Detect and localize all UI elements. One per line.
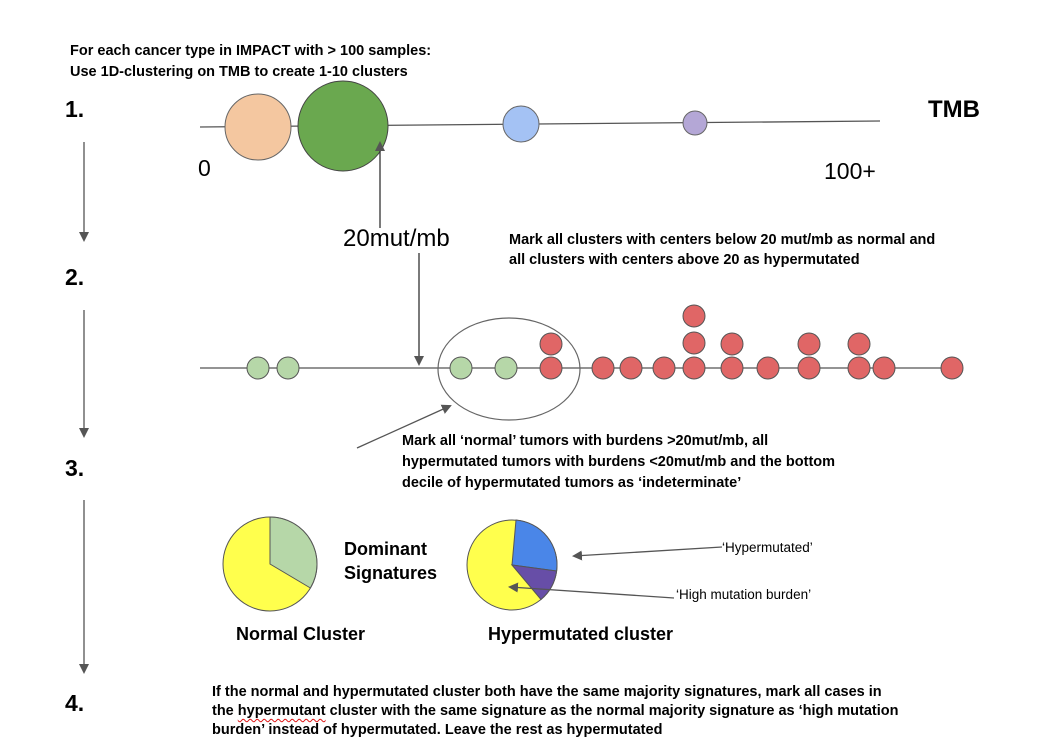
step-3-note-line-3: decile of hypermutated tumors as ‘indete… bbox=[402, 475, 742, 491]
hyper-cluster-title: Hypermutated cluster bbox=[488, 624, 674, 644]
normal-tumor-dot bbox=[246, 356, 270, 380]
normal-tumor-dot bbox=[449, 356, 473, 380]
step-3-note: Mark all ‘normal’ tumors with burdens >2… bbox=[402, 431, 835, 494]
hyper-tumor-dot bbox=[797, 332, 821, 356]
dominant-signatures-label: Dominant Signatures bbox=[344, 537, 437, 585]
normal-cluster-title: Normal Cluster bbox=[236, 624, 366, 644]
callout-arrow-high-burden bbox=[508, 582, 675, 599]
pie-purple-slice bbox=[510, 564, 558, 601]
cluster-green bbox=[297, 80, 389, 172]
hyper-tumor-dot bbox=[847, 356, 871, 380]
step-4-label: 4. bbox=[65, 690, 85, 716]
cluster-purple bbox=[682, 110, 708, 136]
normal-tumor-dot bbox=[494, 356, 518, 380]
hyper-tumor-dot bbox=[539, 356, 563, 380]
tmb-axis-label: TMB bbox=[928, 96, 980, 123]
step-3-label: 3. bbox=[65, 455, 85, 481]
dominant-signatures-line-2: Signatures bbox=[344, 563, 438, 583]
hyper-tumor-dot bbox=[756, 356, 780, 380]
indeterminate-pointer bbox=[356, 404, 452, 449]
step-4-note-line-2-pre: the bbox=[212, 703, 238, 719]
axis-min-label: 0 bbox=[198, 155, 211, 181]
hyper-tumor-dot bbox=[652, 356, 676, 380]
callout-hypermutated: ‘Hypermutated’ bbox=[722, 540, 813, 555]
spellcheck-word: hypermutant bbox=[237, 703, 326, 719]
callout-arrow-hypermutated bbox=[572, 546, 723, 561]
step-4-note-line-2: the hypermutant cluster with the same si… bbox=[212, 702, 899, 721]
hyper-tumor-dot bbox=[591, 356, 615, 380]
hyper-tumor-dot bbox=[539, 332, 563, 356]
normal-tumor-dot bbox=[276, 356, 300, 380]
hyper-tumor-dot bbox=[619, 356, 643, 380]
step-2-label: 2. bbox=[65, 264, 85, 290]
pie-green-slice bbox=[269, 516, 318, 589]
step-2-note: Mark all clusters with centers below 20 … bbox=[509, 230, 935, 270]
hyper-tumor-dot bbox=[682, 304, 706, 328]
step-4-note-line-1: If the normal and hypermutated cluster b… bbox=[212, 684, 882, 700]
intro-text: For each cancer type in IMPACT with > 10… bbox=[70, 41, 431, 83]
step-3-note-line-2: hypermutated tumors with burdens <20mut/… bbox=[402, 454, 836, 470]
threshold-label: 20mut/mb bbox=[343, 225, 450, 252]
step-4-note: If the normal and hypermutated cluster b… bbox=[212, 683, 899, 740]
hyper-tumor-dot bbox=[682, 331, 706, 355]
hyper-tumor-dot bbox=[720, 356, 744, 380]
step-2-note-line-2: all clusters with centers above 20 as hy… bbox=[509, 252, 860, 268]
hyper-tumor-dot bbox=[797, 356, 821, 380]
step-4-note-line-2-post: cluster with the same signature as the n… bbox=[325, 703, 899, 719]
cluster-orange bbox=[224, 93, 292, 161]
pie-blue-slice bbox=[511, 519, 558, 572]
intro-line-2: Use 1D-clustering on TMB to create 1-10 … bbox=[70, 64, 408, 80]
hyper-cluster-pie bbox=[466, 519, 558, 611]
axis-max-label: 100+ bbox=[824, 158, 876, 184]
intro-line-1: For each cancer type in IMPACT with > 10… bbox=[70, 43, 432, 59]
hyper-tumor-dot bbox=[682, 356, 706, 380]
cluster-blue bbox=[502, 105, 540, 143]
callout-high-burden: ‘High mutation burden’ bbox=[676, 587, 812, 602]
hyper-tumor-dot bbox=[940, 356, 964, 380]
dominant-signatures-line-1: Dominant bbox=[344, 539, 427, 559]
tumor-dots bbox=[246, 304, 964, 380]
step-4-note-line-3: burden’ instead of hypermutated. Leave t… bbox=[212, 722, 663, 738]
normal-cluster-pie bbox=[222, 516, 318, 612]
hyper-tumor-dot bbox=[847, 332, 871, 356]
hyper-tumor-dot bbox=[720, 332, 744, 356]
step-1-label: 1. bbox=[65, 96, 85, 122]
hyper-tumor-dot bbox=[872, 356, 896, 380]
step-3-note-line-1: Mark all ‘normal’ tumors with burdens >2… bbox=[402, 433, 769, 449]
step-2-note-line-1: Mark all clusters with centers below 20 … bbox=[509, 232, 936, 248]
indeterminate-ellipse bbox=[437, 317, 581, 421]
